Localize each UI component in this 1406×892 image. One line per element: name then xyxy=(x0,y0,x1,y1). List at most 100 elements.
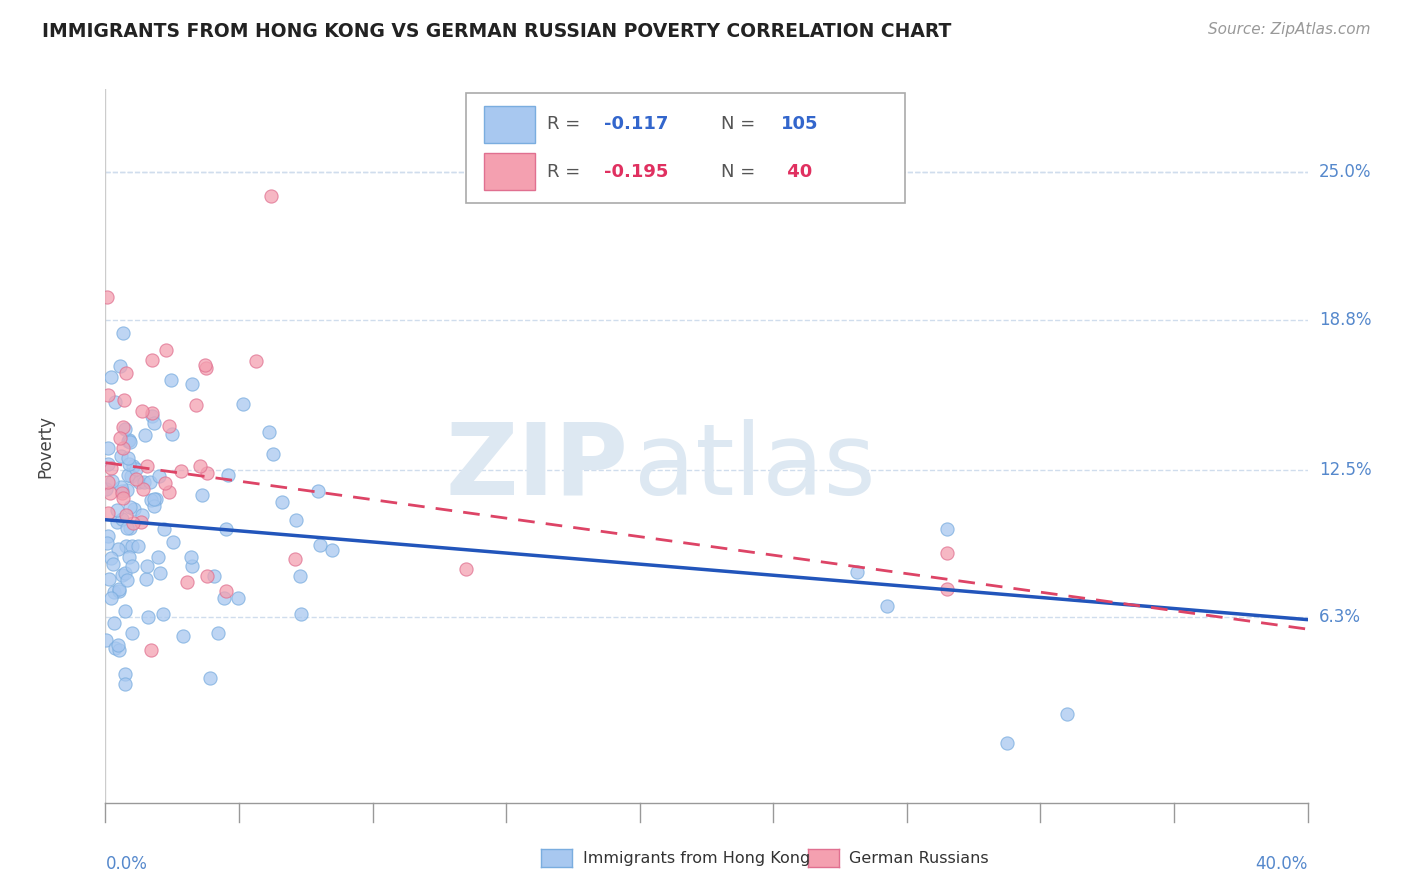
Point xyxy=(148,549,170,564)
Point xyxy=(108,359,131,373)
Point xyxy=(202,569,225,583)
Point xyxy=(215,522,238,536)
Point xyxy=(153,475,176,490)
Point xyxy=(111,483,134,498)
Point xyxy=(141,492,163,507)
Point xyxy=(876,599,898,614)
Point xyxy=(115,508,138,522)
Text: R =: R = xyxy=(547,163,586,181)
Point xyxy=(100,591,122,605)
Point xyxy=(111,512,134,526)
Point xyxy=(122,502,145,516)
Point xyxy=(139,475,162,490)
Point xyxy=(107,582,129,597)
Point xyxy=(1056,706,1078,721)
Point xyxy=(117,467,139,482)
Point xyxy=(143,500,166,514)
Point xyxy=(96,290,118,304)
Point xyxy=(114,566,136,580)
Point xyxy=(115,521,138,535)
Point xyxy=(307,483,329,498)
Point xyxy=(114,667,136,681)
Point xyxy=(188,459,211,474)
Point xyxy=(98,486,121,500)
Point xyxy=(97,475,120,489)
Point xyxy=(141,409,163,423)
Point xyxy=(110,431,132,445)
Text: N =: N = xyxy=(721,115,761,133)
Point xyxy=(160,373,183,387)
Point xyxy=(180,549,202,564)
Point xyxy=(207,625,229,640)
Point xyxy=(148,468,170,483)
Point xyxy=(995,736,1018,750)
Point xyxy=(127,539,149,553)
Point xyxy=(160,427,183,442)
Point xyxy=(214,583,236,598)
Point xyxy=(145,491,167,506)
Point xyxy=(122,459,145,474)
Point xyxy=(111,568,134,582)
Point xyxy=(290,607,312,622)
Point xyxy=(155,343,177,357)
Point xyxy=(132,475,155,490)
Point xyxy=(112,420,135,434)
Point xyxy=(117,457,139,471)
Point xyxy=(176,575,198,590)
Point xyxy=(245,354,267,368)
Point xyxy=(309,538,332,552)
Point xyxy=(108,584,131,599)
Point xyxy=(120,521,142,535)
Point xyxy=(135,572,157,586)
Point xyxy=(103,616,125,631)
Point xyxy=(110,480,132,494)
Text: atlas: atlas xyxy=(634,419,876,516)
Text: 40: 40 xyxy=(782,163,813,181)
Text: 0.0%: 0.0% xyxy=(105,855,148,873)
Point xyxy=(271,495,294,509)
Point xyxy=(936,582,959,597)
Point xyxy=(217,467,239,482)
Point xyxy=(288,568,311,582)
FancyBboxPatch shape xyxy=(465,93,905,203)
Point xyxy=(162,534,184,549)
Point xyxy=(104,394,127,409)
Point xyxy=(115,573,138,587)
Point xyxy=(191,488,214,502)
Point xyxy=(131,483,153,497)
Point xyxy=(169,464,191,478)
Point xyxy=(195,568,218,582)
Point xyxy=(104,641,127,656)
Point xyxy=(193,358,215,372)
Point xyxy=(94,482,117,496)
Point xyxy=(101,474,124,488)
Point xyxy=(122,516,145,530)
Point xyxy=(111,486,134,500)
Point xyxy=(100,370,122,384)
Point xyxy=(131,508,153,523)
Point xyxy=(96,535,118,549)
Point xyxy=(110,449,132,463)
Point xyxy=(114,422,136,436)
Text: German Russians: German Russians xyxy=(849,851,988,865)
Point xyxy=(142,491,165,506)
Point xyxy=(100,551,122,566)
Point xyxy=(107,542,129,557)
Point xyxy=(152,607,174,621)
Point xyxy=(195,466,218,480)
Point xyxy=(97,441,120,455)
Point xyxy=(153,522,176,536)
Point xyxy=(121,626,143,640)
Point xyxy=(125,462,148,476)
Point xyxy=(260,189,283,203)
Point xyxy=(118,433,141,447)
Point xyxy=(284,512,307,526)
Point xyxy=(111,326,134,340)
Point xyxy=(112,441,135,455)
FancyBboxPatch shape xyxy=(484,106,534,143)
Point xyxy=(262,447,284,461)
Point xyxy=(97,529,120,543)
Point xyxy=(232,397,254,411)
Point xyxy=(135,559,157,574)
Point xyxy=(184,398,207,412)
